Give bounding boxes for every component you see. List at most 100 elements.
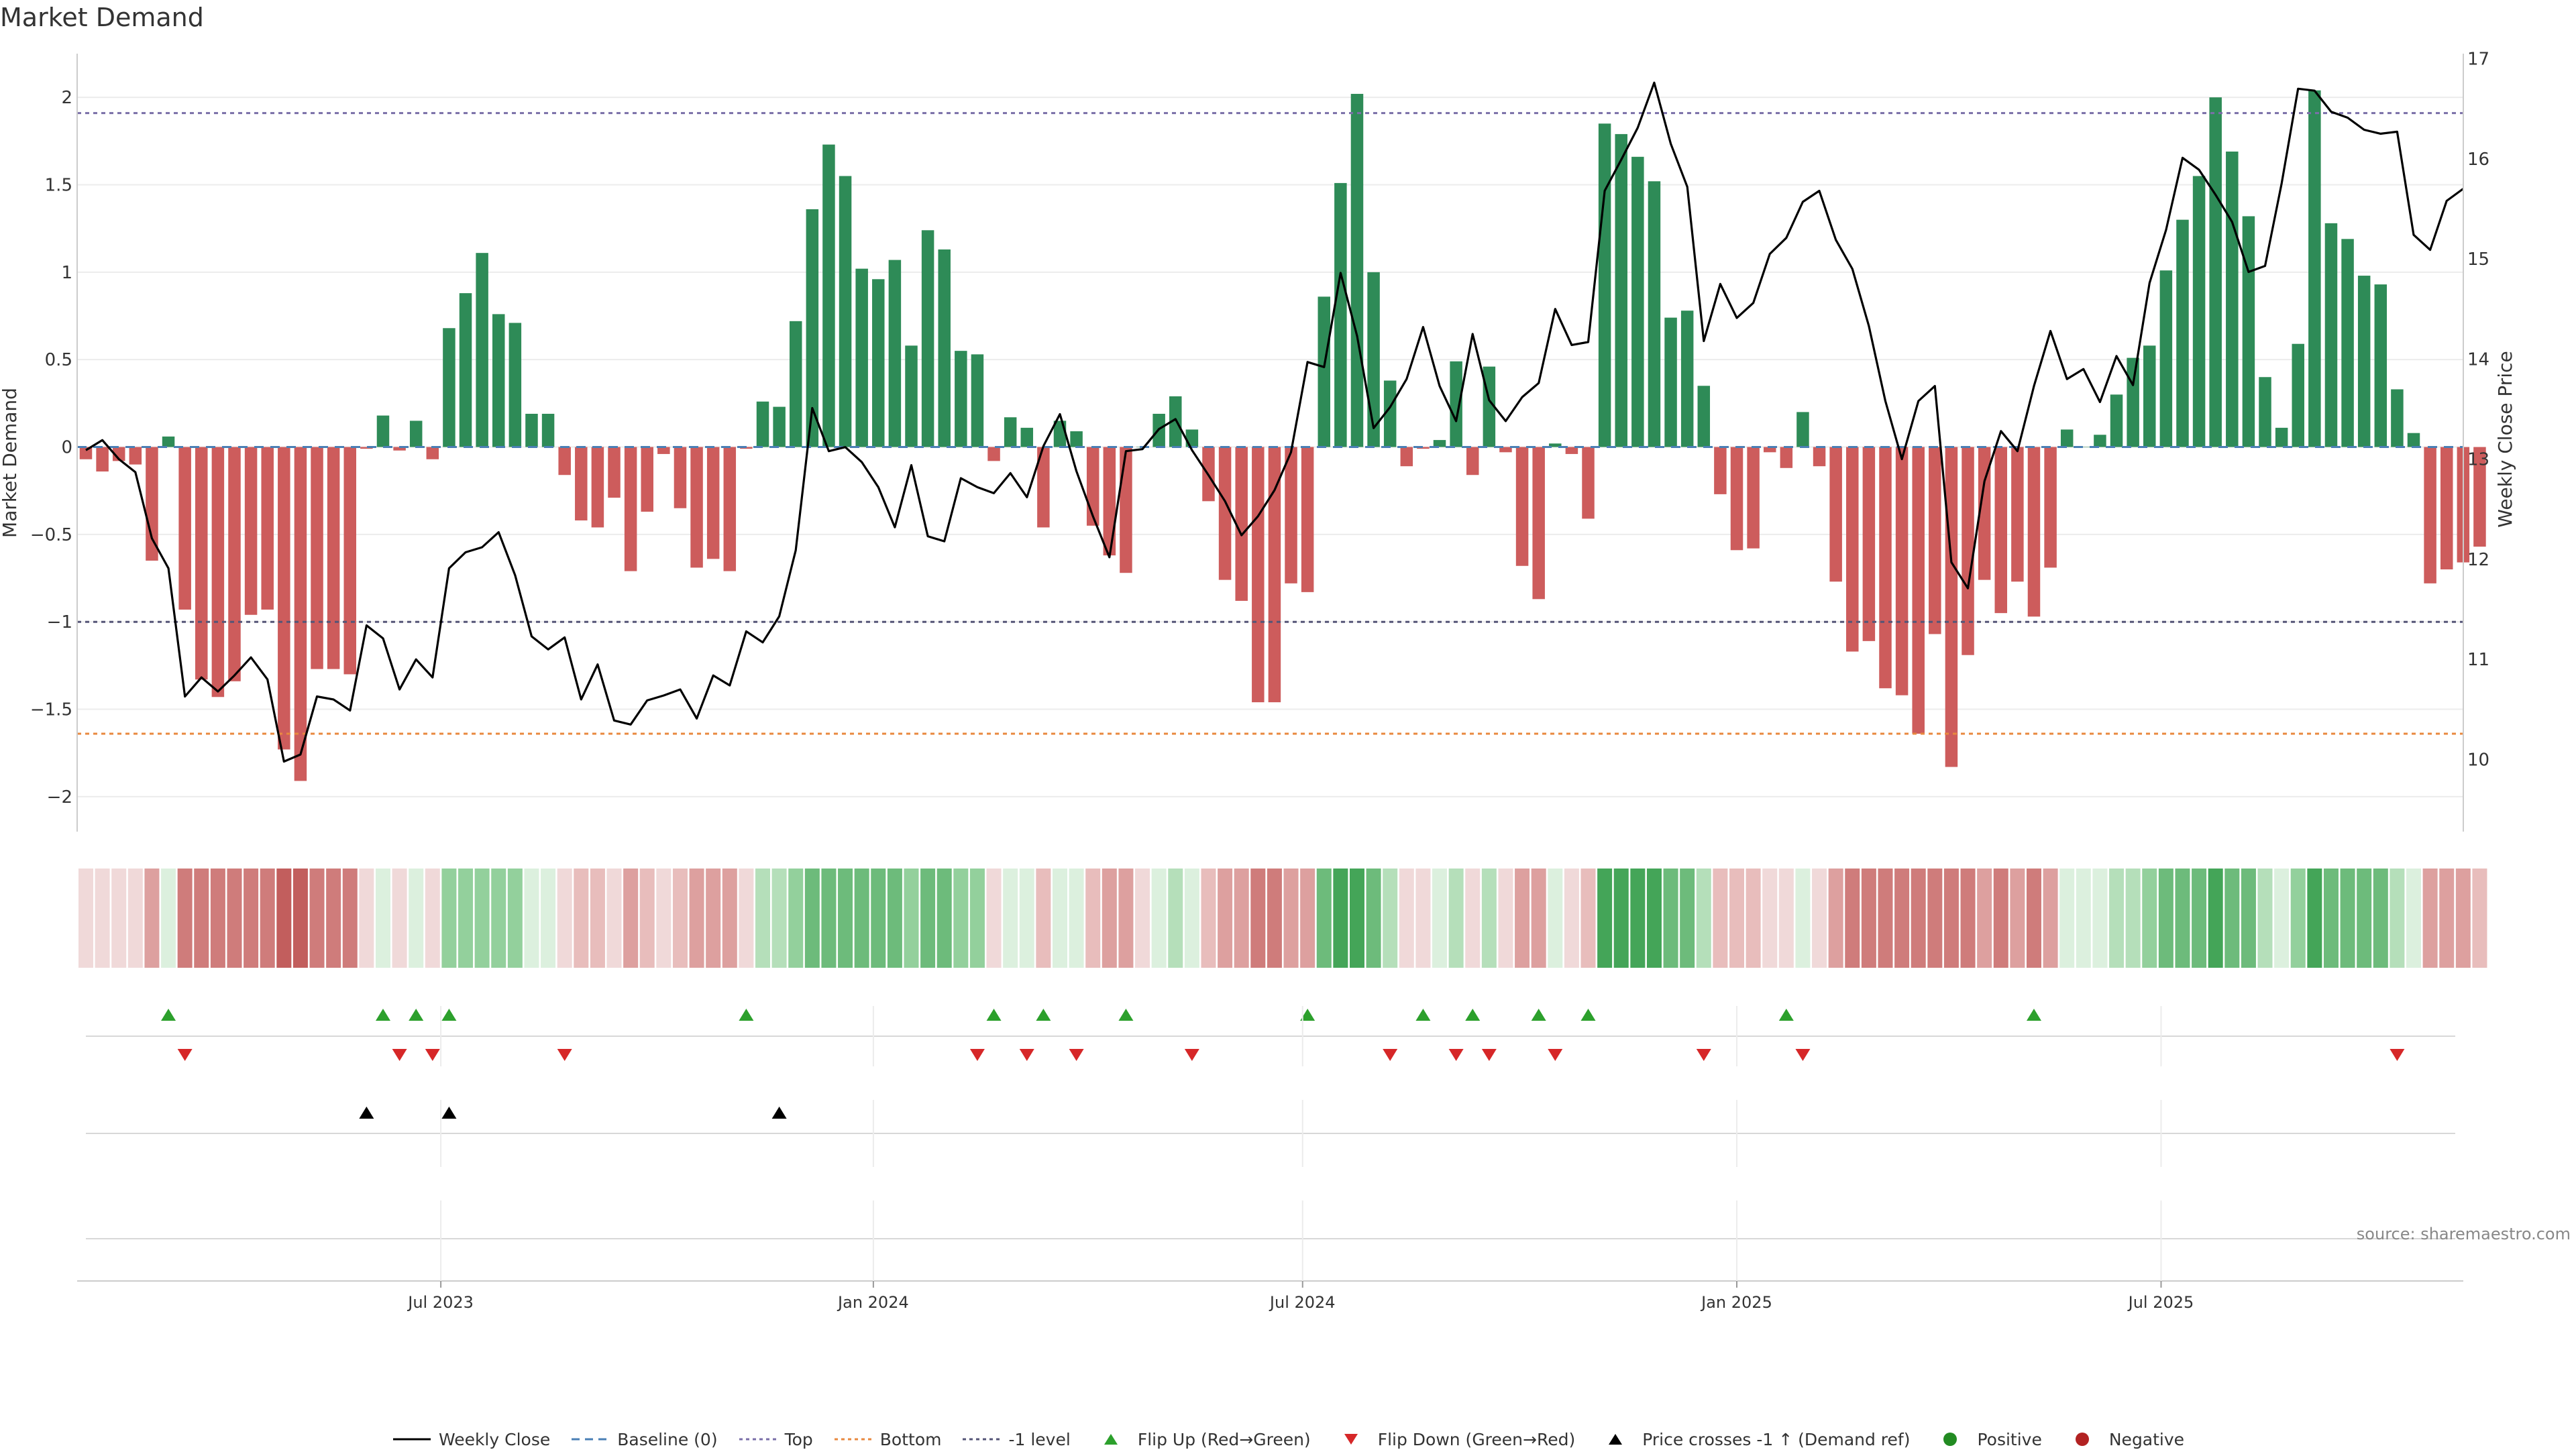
demand-bar <box>1169 396 1182 447</box>
demand-bar <box>459 293 472 447</box>
heat-cell <box>292 869 308 968</box>
x-tick-label: Jan 2025 <box>1700 1293 1772 1312</box>
demand-bar <box>1929 447 1941 634</box>
demand-bar <box>575 447 588 520</box>
heat-cell <box>78 869 93 968</box>
heat-cell <box>1003 869 1018 968</box>
heat-cell <box>2224 869 2240 968</box>
legend-label: Flip Up (Red→Green) <box>1137 1429 1311 1449</box>
heat-cell <box>1580 869 1596 968</box>
y2-tick-label: 12 <box>2467 550 2489 570</box>
legend-symbol <box>1943 1433 1957 1446</box>
demand-bar <box>855 268 868 447</box>
demand-bar <box>146 447 158 561</box>
legend-symbol <box>1609 1434 1623 1445</box>
heat-cell <box>1448 869 1464 968</box>
flip-up-marker <box>375 1009 390 1021</box>
heat-cell <box>1415 869 1431 968</box>
flip-up-marker <box>441 1009 457 1021</box>
heat-cell <box>161 869 176 968</box>
heat-cell <box>1894 869 1910 968</box>
demand-bar <box>2292 343 2304 447</box>
demand-bar <box>1747 447 1760 549</box>
legend-item: Positive <box>1930 1430 2042 1449</box>
heat-cell <box>276 869 292 968</box>
y2-axis-label: Weekly Close Price <box>2494 351 2516 527</box>
heat-cell <box>2422 869 2438 968</box>
legend-symbol <box>572 1438 610 1441</box>
demand-bar <box>294 447 307 781</box>
heat-cell <box>1729 869 1744 968</box>
heat-cell <box>1861 869 1876 968</box>
bottom-axis: Jul 2023 Jan 2024 Jul 2024 Jan 2025 Jul 2025 <box>77 1006 2463 1312</box>
demand-bar <box>1615 133 1627 447</box>
page-title: Market Demand <box>0 3 204 32</box>
demand-bar <box>376 415 390 447</box>
demand-bar <box>426 447 439 459</box>
heat-cell <box>1943 869 1959 968</box>
demand-bar <box>1846 447 1859 652</box>
demand-bar <box>1515 447 1529 566</box>
heat-cell <box>1845 869 1860 968</box>
demand-bar <box>1103 447 1116 556</box>
flip-down-marker <box>557 1049 572 1061</box>
heat-cell <box>986 869 1002 968</box>
legend-label: Negative <box>2108 1429 2185 1449</box>
heat-cell <box>1927 869 1943 968</box>
flip-down-marker <box>1069 1049 1084 1061</box>
y2-tick-label: 17 <box>2467 49 2489 69</box>
flip-down-marker <box>392 1049 407 1061</box>
demand-bar <box>96 447 109 472</box>
heat-cell <box>2390 869 2405 968</box>
heat-cell <box>210 869 225 968</box>
flip-up-marker <box>1118 1009 1134 1021</box>
demand-bar <box>773 406 786 447</box>
demand-bar <box>261 447 274 610</box>
flip-down-marker <box>1383 1049 1398 1061</box>
demand-bar <box>888 260 902 447</box>
legend-label: Weekly Close <box>438 1429 551 1449</box>
flip-up-marker <box>986 1009 1002 1021</box>
demand-bar <box>806 209 819 447</box>
heat-cell <box>969 869 985 968</box>
heat-cell <box>1696 869 1711 968</box>
heat-cell <box>590 869 605 968</box>
heat-cell <box>2357 869 2372 968</box>
heat-cell <box>2257 869 2273 968</box>
demand-bar <box>2077 447 2090 448</box>
heat-cell <box>788 869 804 968</box>
demand-bar <box>327 447 340 669</box>
legend-item: Weekly Close <box>392 1430 550 1449</box>
demand-bar <box>1994 447 2008 614</box>
demand-bar <box>2357 276 2371 447</box>
heat-cell <box>1250 869 1266 968</box>
x-tick-label: Jul 2023 <box>407 1293 474 1312</box>
heat-cell <box>1597 869 1613 968</box>
heat-cell <box>1234 869 1249 968</box>
heat-cell <box>375 869 390 968</box>
demand-bar <box>311 447 323 669</box>
flip-up-marker <box>1580 1009 1596 1021</box>
flip-up-marker <box>1300 1009 1316 1021</box>
demand-bar <box>278 447 290 750</box>
heat-cell <box>838 869 853 968</box>
flip-down-marker <box>1448 1049 1464 1061</box>
heat-cell <box>1515 869 1530 968</box>
heat-cell <box>2158 869 2174 968</box>
demand-bar <box>756 401 769 447</box>
demand-bar <box>1730 447 1743 551</box>
legend-symbol <box>834 1438 872 1441</box>
y-tick-label: −1 <box>47 612 72 632</box>
legend-item: Negative <box>2062 1430 2184 1449</box>
heat-cell <box>771 869 787 968</box>
demand-bar <box>492 314 505 447</box>
flip-up-marker <box>1465 1009 1481 1021</box>
heat-cell <box>1960 869 1976 968</box>
heat-cell <box>2109 869 2125 968</box>
demand-bar <box>1780 447 1793 468</box>
x-tick-label: Jul 2024 <box>1269 1293 1336 1312</box>
demand-bar <box>2176 219 2189 447</box>
heat-cell <box>1548 869 1563 968</box>
flip-down-marker <box>969 1049 985 1061</box>
legend-symbol <box>739 1438 777 1441</box>
